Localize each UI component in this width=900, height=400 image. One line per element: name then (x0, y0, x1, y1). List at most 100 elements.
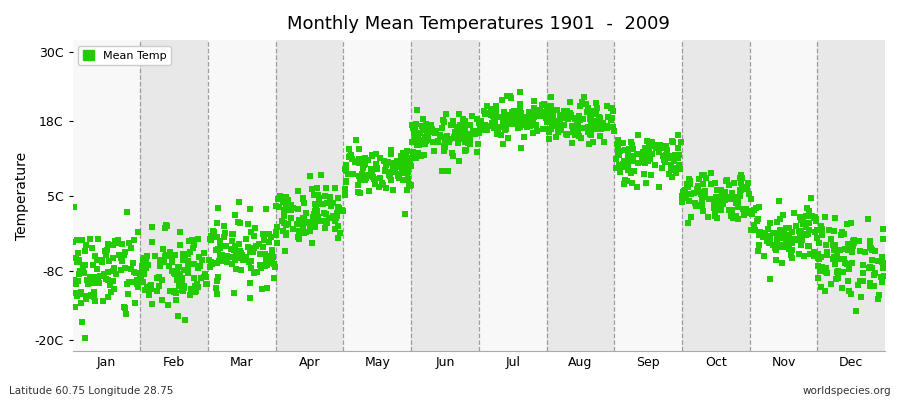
Point (616, 158, 631, 165)
Point (270, 240, 284, 246)
Point (745, 210, 760, 217)
Point (145, 224, 159, 230)
Point (112, 252, 126, 258)
Point (572, 113, 586, 119)
Point (574, 124, 589, 131)
Point (320, 199, 335, 206)
Point (120, 209, 134, 215)
Point (399, 167, 413, 173)
Point (725, 206, 740, 213)
Point (858, 249, 872, 255)
Point (484, 112, 499, 118)
Point (574, 135, 589, 142)
Point (845, 238, 859, 244)
Point (564, 112, 579, 118)
Point (263, 260, 277, 266)
Point (281, 196, 295, 203)
Point (191, 236, 205, 242)
Point (118, 265, 132, 271)
Point (638, 180, 652, 186)
Point (365, 174, 380, 180)
Point (496, 120, 510, 126)
Point (604, 116, 618, 123)
Point (386, 164, 400, 171)
Point (508, 117, 523, 124)
Point (353, 160, 367, 166)
Point (268, 229, 283, 235)
Point (269, 223, 284, 230)
Point (508, 112, 523, 118)
Point (876, 236, 890, 242)
Point (763, 220, 778, 226)
Point (581, 105, 596, 111)
Point (198, 281, 212, 288)
Point (592, 114, 607, 121)
Point (662, 152, 676, 159)
Point (512, 112, 526, 118)
Point (144, 282, 158, 288)
Point (837, 256, 851, 262)
Point (332, 207, 347, 213)
Point (450, 124, 464, 130)
Point (734, 180, 749, 186)
Point (634, 158, 649, 165)
Point (664, 174, 679, 181)
Point (794, 240, 808, 247)
Point (176, 288, 190, 294)
Point (845, 246, 859, 253)
Bar (614, 40, 682, 351)
Point (489, 102, 503, 109)
Point (473, 122, 488, 128)
Point (470, 116, 484, 123)
Point (838, 246, 852, 252)
Point (477, 107, 491, 114)
Point (138, 287, 152, 293)
Point (136, 257, 150, 264)
Point (852, 238, 867, 244)
Point (235, 252, 249, 258)
Point (640, 138, 654, 144)
Point (90, 236, 104, 243)
Point (379, 185, 393, 191)
Point (648, 162, 662, 168)
Point (435, 168, 449, 174)
Point (709, 214, 724, 221)
Point (662, 170, 676, 177)
Point (824, 236, 839, 242)
Point (410, 130, 424, 137)
Point (527, 110, 542, 116)
Point (148, 253, 162, 259)
Point (792, 234, 806, 241)
Point (316, 201, 330, 208)
Point (611, 151, 625, 158)
Point (90, 257, 104, 263)
Point (86, 294, 101, 300)
Point (592, 114, 607, 121)
Point (176, 256, 190, 263)
Point (103, 258, 117, 264)
Point (611, 146, 625, 152)
Point (772, 216, 787, 222)
Point (618, 162, 633, 168)
Point (716, 201, 730, 207)
Bar (411, 40, 479, 351)
Point (113, 255, 128, 262)
Point (254, 264, 268, 271)
Point (678, 187, 692, 193)
Point (308, 217, 322, 224)
Point (611, 152, 625, 158)
Point (155, 277, 169, 284)
Point (78, 248, 93, 254)
Point (835, 229, 850, 236)
Point (559, 132, 573, 139)
Point (590, 122, 604, 128)
Point (382, 173, 397, 180)
Point (478, 110, 492, 117)
Point (736, 206, 751, 212)
Point (841, 278, 855, 284)
Point (491, 126, 505, 132)
Point (594, 126, 608, 132)
Point (170, 263, 184, 270)
Point (451, 140, 465, 147)
Point (748, 227, 762, 233)
